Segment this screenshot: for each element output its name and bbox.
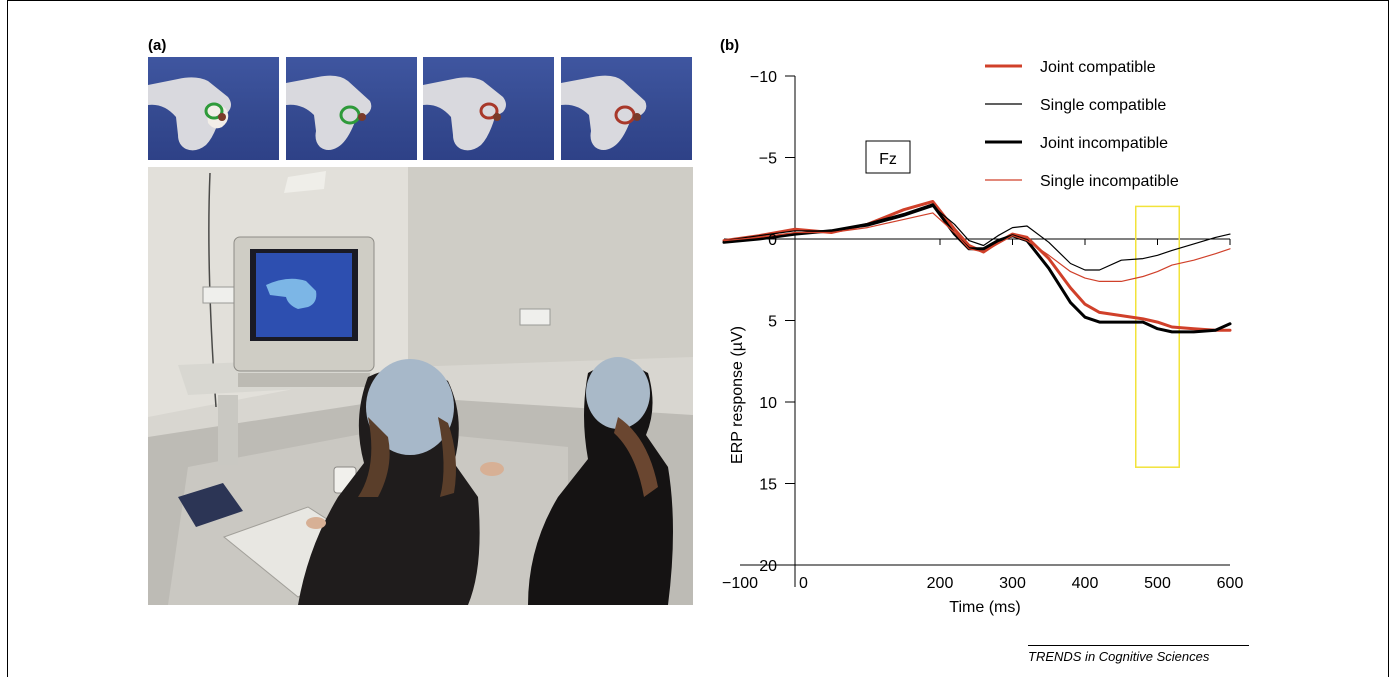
series-line-single-compatible	[723, 205, 1231, 271]
y-tick-label: −5	[759, 151, 777, 168]
lab-setup-photo	[148, 167, 693, 605]
journal-credit: TRENDS in Cognitive Sciences	[1028, 649, 1210, 664]
x-tick-label: 0	[799, 575, 808, 592]
x-tick-label: −100	[722, 575, 758, 592]
x-tick-label: 500	[1144, 575, 1171, 592]
series-line-joint-compatible	[722, 200, 1232, 332]
y-tick-label: 10	[759, 395, 777, 412]
legend-label: Joint incompatible	[1040, 135, 1168, 152]
series-line-joint-incompatible	[722, 203, 1232, 334]
analysis-window-highlight	[1135, 205, 1180, 468]
series-line-single-incompatible	[723, 212, 1231, 282]
x-axis-title: Time (ms)	[949, 599, 1020, 616]
electrode-label: Fz	[879, 151, 897, 168]
legend-label: Single compatible	[1040, 97, 1166, 114]
x-tick-label: 300	[999, 575, 1026, 592]
panel-b-label: (b)	[720, 37, 740, 54]
hand-stimulus-image-1	[148, 57, 279, 160]
y-axis-title: ERP response (µV)	[729, 326, 746, 464]
legend-label: Joint compatible	[1040, 59, 1156, 76]
x-tick-label: 200	[927, 575, 954, 592]
y-tick-label: 15	[759, 477, 777, 494]
hand-stimulus-image-3	[423, 57, 554, 160]
electrode-label-box	[865, 140, 911, 174]
panel-a-label: (a)	[148, 37, 167, 54]
figure-frame	[7, 0, 1389, 677]
hand-stimulus-image-2	[286, 57, 417, 160]
footer-rule	[1028, 645, 1249, 646]
legend-label: Single incompatible	[1040, 173, 1179, 190]
x-tick-label: 600	[1217, 575, 1244, 592]
y-tick-label: 20	[759, 558, 777, 575]
y-tick-label: −10	[750, 69, 777, 86]
x-tick-label: 400	[1072, 575, 1099, 592]
hand-stimulus-image-4	[561, 57, 692, 160]
y-tick-label: 5	[768, 314, 777, 331]
y-tick-label: 0	[768, 232, 777, 249]
